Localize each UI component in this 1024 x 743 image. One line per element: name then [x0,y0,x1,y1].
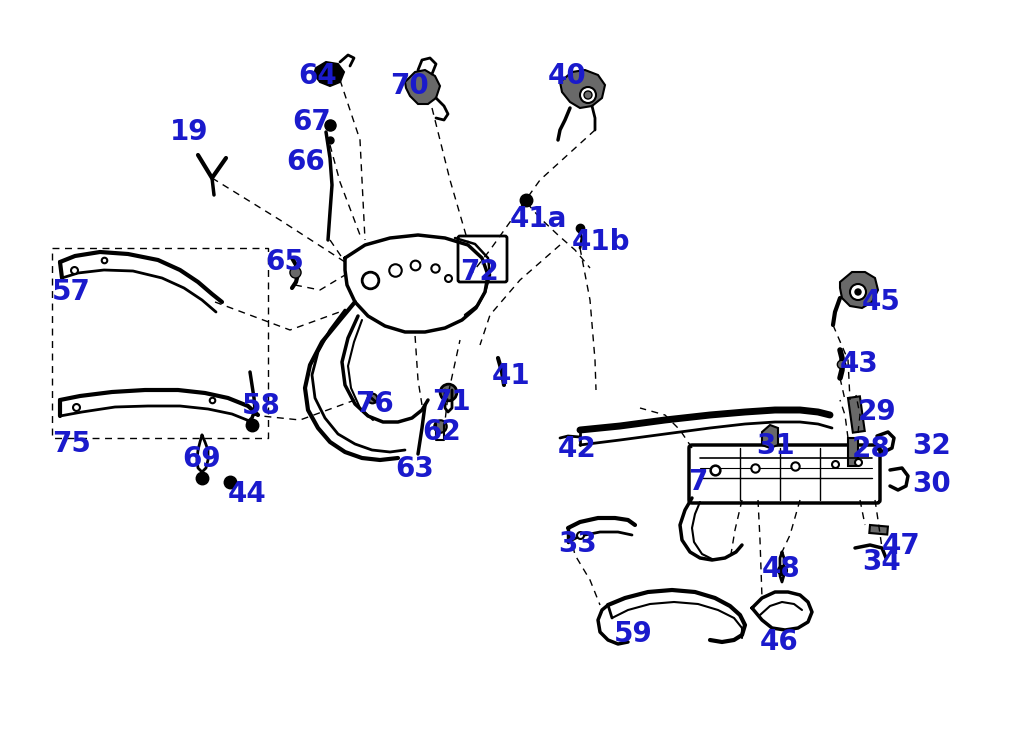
Text: 66: 66 [286,148,325,176]
Text: 19: 19 [170,118,209,146]
Bar [869,525,888,534]
Text: 69: 69 [182,445,220,473]
Polygon shape [762,425,778,448]
Text: 7: 7 [688,468,708,496]
Text: 44: 44 [228,480,266,508]
Text: 45: 45 [862,288,901,316]
Text: 70: 70 [390,72,429,100]
Text: 65: 65 [265,248,304,276]
Text: 33: 33 [558,530,597,558]
Text: 29: 29 [858,398,897,426]
Text: 76: 76 [355,390,394,418]
Text: 75: 75 [52,430,91,458]
Text: 41: 41 [492,362,530,390]
Text: 47: 47 [882,532,921,560]
FancyBboxPatch shape [689,445,880,503]
Bar [848,396,864,432]
Text: 41b: 41b [572,228,631,256]
Text: 58: 58 [242,392,281,420]
Text: 71: 71 [432,388,471,416]
Text: 59: 59 [614,620,652,648]
Polygon shape [840,272,878,308]
Text: 31: 31 [756,432,795,460]
Text: 40: 40 [548,62,587,90]
Text: 43: 43 [840,350,879,378]
Circle shape [850,284,866,300]
Text: 32: 32 [912,432,950,460]
Text: 41a: 41a [510,205,567,233]
FancyBboxPatch shape [458,236,507,282]
Text: 48: 48 [762,555,801,583]
Text: 57: 57 [52,278,91,306]
Circle shape [855,289,861,295]
Text: 28: 28 [852,435,891,463]
Text: 34: 34 [862,548,901,576]
Text: 64: 64 [298,62,337,90]
Text: 62: 62 [422,418,461,446]
Polygon shape [406,70,440,104]
Polygon shape [314,62,344,86]
Text: 67: 67 [292,108,331,136]
Circle shape [584,91,592,99]
Bar [848,438,858,466]
Circle shape [580,87,596,103]
Text: 72: 72 [460,258,499,286]
Text: 30: 30 [912,470,950,498]
Text: 46: 46 [760,628,799,656]
Text: 42: 42 [558,435,597,463]
Polygon shape [560,70,605,108]
Text: 63: 63 [395,455,434,483]
